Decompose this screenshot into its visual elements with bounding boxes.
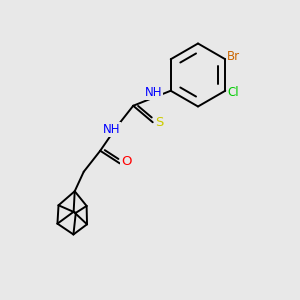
Text: S: S bbox=[155, 116, 164, 129]
Text: NH: NH bbox=[145, 86, 162, 99]
Text: Br: Br bbox=[227, 50, 240, 63]
Text: O: O bbox=[121, 155, 132, 168]
Text: Cl: Cl bbox=[228, 86, 239, 99]
Text: NH: NH bbox=[103, 123, 120, 136]
